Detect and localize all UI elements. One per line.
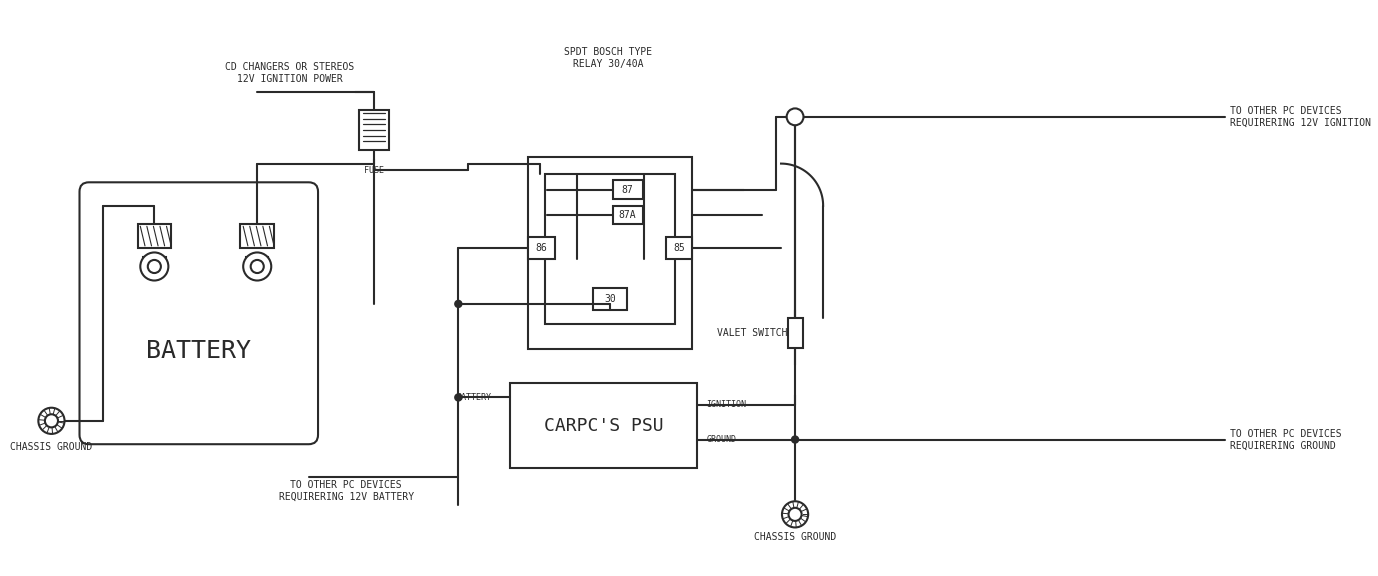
Circle shape (791, 435, 799, 444)
Text: BATTERY: BATTERY (456, 393, 491, 402)
Circle shape (781, 501, 808, 528)
Bar (360, 110, 389, 150)
Bar (247, 257, 269, 274)
Text: 85: 85 (674, 242, 685, 253)
Text: 86: 86 (536, 242, 547, 253)
Bar (510, 384, 697, 468)
Text: TO OTHER PC DEVICES
REQUIRERING GROUND: TO OTHER PC DEVICES REQUIRERING GROUND (1231, 429, 1342, 450)
Bar (240, 225, 274, 248)
Text: CHASSIS GROUND: CHASSIS GROUND (10, 442, 92, 452)
Bar (666, 237, 692, 259)
Text: CARPC'S PSU: CARPC'S PSU (543, 416, 663, 434)
Text: 87: 87 (621, 185, 634, 195)
Text: FUSE: FUSE (364, 166, 384, 175)
Circle shape (147, 260, 161, 273)
FancyBboxPatch shape (80, 182, 318, 444)
Circle shape (243, 252, 271, 281)
Bar (529, 157, 692, 349)
Circle shape (455, 300, 463, 308)
Text: VALET SWITCH: VALET SWITCH (717, 328, 788, 338)
Circle shape (39, 408, 65, 434)
Text: CD CHANGERS OR STEREOS
12V IGNITION POWER: CD CHANGERS OR STEREOS 12V IGNITION POWE… (226, 62, 354, 84)
Bar (613, 180, 642, 199)
Text: GROUND: GROUND (706, 435, 736, 444)
Circle shape (788, 508, 802, 521)
Text: 30: 30 (604, 294, 616, 304)
Bar (593, 288, 627, 310)
Circle shape (455, 393, 463, 401)
Text: TO OTHER PC DEVICES
REQUIRERING 12V IGNITION: TO OTHER PC DEVICES REQUIRERING 12V IGNI… (1231, 106, 1371, 128)
Circle shape (45, 414, 58, 427)
Text: SPDT BOSCH TYPE
RELAY 30/40A: SPDT BOSCH TYPE RELAY 30/40A (564, 47, 652, 69)
Text: CHASSIS GROUND: CHASSIS GROUND (754, 532, 836, 542)
Circle shape (787, 108, 803, 125)
Bar (546, 174, 675, 324)
Bar (788, 318, 802, 348)
Text: TO OTHER PC DEVICES
REQUIRERING 12V BATTERY: TO OTHER PC DEVICES REQUIRERING 12V BATT… (278, 480, 413, 502)
Text: BATTERY: BATTERY (146, 339, 251, 363)
Text: IGNITION: IGNITION (706, 400, 747, 410)
Bar (613, 206, 642, 225)
Circle shape (251, 260, 263, 273)
Circle shape (141, 252, 168, 281)
Text: 87A: 87A (619, 210, 637, 220)
Bar (529, 237, 555, 259)
Bar (143, 257, 165, 274)
Bar (138, 225, 171, 248)
